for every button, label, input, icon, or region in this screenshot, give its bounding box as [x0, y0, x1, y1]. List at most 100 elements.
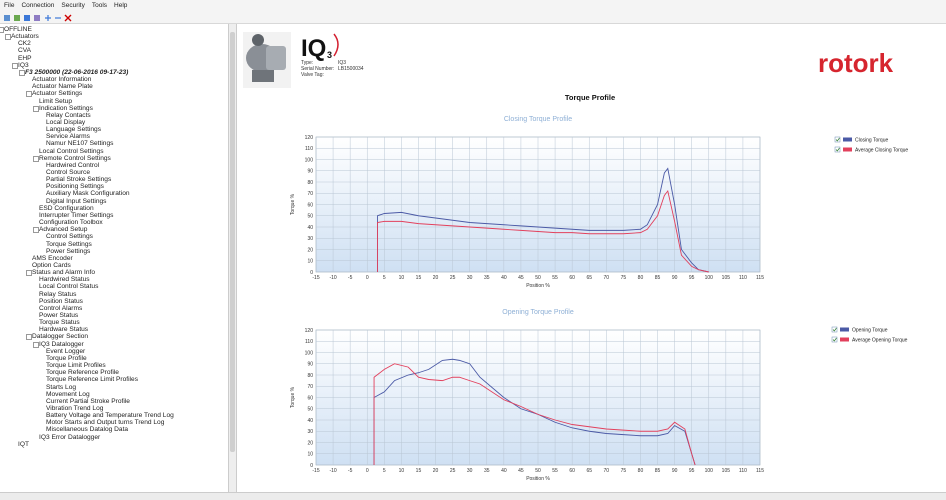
tree-item[interactable]: Local Control Settings: [39, 148, 104, 155]
tree-item[interactable]: Namur NE107 Settings: [46, 140, 113, 147]
tree-item[interactable]: Advanced Setup: [39, 226, 87, 233]
tree-item[interactable]: CVA: [18, 47, 31, 54]
tree-item[interactable]: F3 2500000 (22-06-2016 09-17-23): [25, 69, 128, 76]
y-tick-label: 20: [307, 247, 313, 253]
tree-item[interactable]: Vibration Trend Log: [46, 405, 103, 412]
menu-item[interactable]: File: [4, 0, 14, 11]
scroll-thumb[interactable]: [230, 32, 235, 452]
tree-item[interactable]: Current Partial Stroke Profile: [46, 398, 130, 405]
menu-item[interactable]: Help: [114, 0, 127, 11]
tree-item[interactable]: EHP: [18, 55, 32, 62]
y-tick-label: 70: [307, 191, 313, 197]
tree-item[interactable]: Torque Reference Profile: [46, 369, 119, 376]
tree-item[interactable]: Digital Input Settings: [46, 198, 106, 205]
x-tick-label: 90: [672, 275, 678, 281]
tree-item[interactable]: Torque Limit Profiles: [46, 362, 106, 369]
x-tick-label: 10: [399, 468, 405, 474]
tree-item[interactable]: Control Alarms: [39, 305, 82, 312]
tree-item[interactable]: Interrupter Timer Settings: [39, 212, 113, 219]
y-tick-label: 80: [307, 180, 313, 186]
tree-item[interactable]: Power Status: [39, 312, 78, 319]
tree-item[interactable]: Movement Log: [46, 391, 90, 398]
x-tick-label: 85: [655, 275, 661, 281]
y-tick-label: 120: [305, 328, 314, 334]
tree-item[interactable]: Status and Alarm Info: [32, 269, 95, 276]
x-tick-label: 95: [689, 275, 695, 281]
tree-item[interactable]: Actuators: [11, 33, 39, 40]
y-tick-label: 50: [307, 214, 313, 220]
tree-item[interactable]: Starts Log: [46, 384, 76, 391]
x-tick-label: 115: [756, 468, 764, 474]
tree-item[interactable]: Language Settings: [46, 126, 101, 133]
tree-item[interactable]: Relay Status: [39, 291, 76, 298]
tree-item[interactable]: Torque Profile: [46, 355, 87, 362]
tree-item[interactable]: Remote Control Settings: [39, 155, 111, 162]
brand-logo: rotork: [818, 48, 894, 78]
tree-item[interactable]: Control Settings: [46, 233, 93, 240]
tree-item[interactable]: Auxiliary Mask Configuration: [46, 190, 130, 197]
tree-item[interactable]: Limit Setup: [39, 98, 72, 105]
tree-item[interactable]: IQT: [18, 441, 29, 448]
tree-item[interactable]: Relay Contacts: [46, 112, 91, 119]
x-tick-label: 90: [672, 468, 678, 474]
x-tick-label: -5: [348, 275, 353, 281]
tool-icon[interactable]: [14, 15, 20, 21]
menu-item[interactable]: Security: [61, 0, 84, 11]
tree-item[interactable]: Indication Settings: [39, 105, 93, 112]
tree-item[interactable]: Motor Starts and Output turns Trend Log: [46, 419, 164, 426]
tree-item[interactable]: Torque Status: [39, 319, 80, 326]
tree-item[interactable]: Configuration Toolbox: [39, 219, 103, 226]
tree-item[interactable]: ESD Configuration: [39, 205, 94, 212]
tree-item[interactable]: Actuator Name Plate: [32, 83, 93, 90]
x-axis-label: Position %: [526, 283, 550, 289]
menu-item[interactable]: Tools: [92, 0, 107, 11]
scrollbar[interactable]: [229, 24, 237, 492]
tree-item[interactable]: Miscellaneous Datalog Data: [46, 426, 128, 433]
tool-icon[interactable]: [24, 15, 30, 21]
legend-swatch: [840, 338, 849, 342]
tree-item[interactable]: Partial Stroke Settings: [46, 176, 111, 183]
tree-item[interactable]: Control Source: [46, 169, 90, 176]
tree-item[interactable]: Torque Reference Limit Profiles: [46, 376, 138, 383]
product-logo: IQ: [301, 35, 326, 62]
tree-item[interactable]: Torque Settings: [46, 241, 92, 248]
x-tick-label: 45: [518, 468, 524, 474]
tree-item[interactable]: Service Alarms: [46, 133, 90, 140]
tree-item[interactable]: Position Status: [39, 298, 83, 305]
tree-item[interactable]: Hardwired Control: [46, 162, 99, 169]
menu-item[interactable]: Connection: [21, 0, 54, 11]
y-tick-label: 30: [307, 236, 313, 242]
legend-label: Average Closing Torque: [855, 148, 908, 154]
tree-item[interactable]: Positioning Settings: [46, 183, 104, 190]
tree-item[interactable]: Local Control Status: [39, 283, 98, 290]
y-tick-label: 40: [307, 225, 313, 231]
y-tick-label: 110: [305, 146, 313, 152]
tool-icon[interactable]: [34, 15, 40, 21]
tree-item[interactable]: Power Settings: [46, 248, 90, 255]
tree-item[interactable]: Datalogger Section: [32, 333, 88, 340]
legend-swatch: [843, 138, 852, 142]
y-tick-label: 50: [307, 407, 313, 413]
tree-item[interactable]: Event Logger: [46, 348, 85, 355]
tree-item[interactable]: Actuator Information: [32, 76, 91, 83]
tool-icon[interactable]: [65, 15, 71, 21]
tree-item[interactable]: Option Cards: [32, 262, 71, 269]
y-tick-label: 110: [305, 339, 313, 345]
tree-item[interactable]: IQ3: [18, 62, 29, 69]
tool-icon[interactable]: [4, 15, 10, 21]
tool-icon[interactable]: [45, 15, 51, 21]
tree-item[interactable]: OFFLINE: [4, 26, 32, 33]
tree-item[interactable]: Hardwired Status: [39, 276, 90, 283]
tree-item[interactable]: IQ3 Error Datalogger: [39, 434, 100, 441]
x-tick-label: 75: [621, 275, 627, 281]
tree-item[interactable]: Hardware Status: [39, 326, 88, 333]
x-tick-label: -15: [312, 275, 319, 281]
x-tick-label: 15: [416, 275, 422, 281]
tree-item[interactable]: CK2: [18, 40, 31, 47]
tree-item[interactable]: Actuator Settings: [32, 90, 82, 97]
app-window: {"menu": ["File", "Connection", "Securit…: [0, 0, 946, 499]
tree-item[interactable]: AMS Encoder: [32, 255, 73, 262]
tree-item[interactable]: IQ3 Datalogger: [39, 341, 84, 348]
tree-item[interactable]: Battery Voltage and Temperature Trend Lo…: [46, 412, 174, 419]
tree-item[interactable]: Local Display: [46, 119, 85, 126]
